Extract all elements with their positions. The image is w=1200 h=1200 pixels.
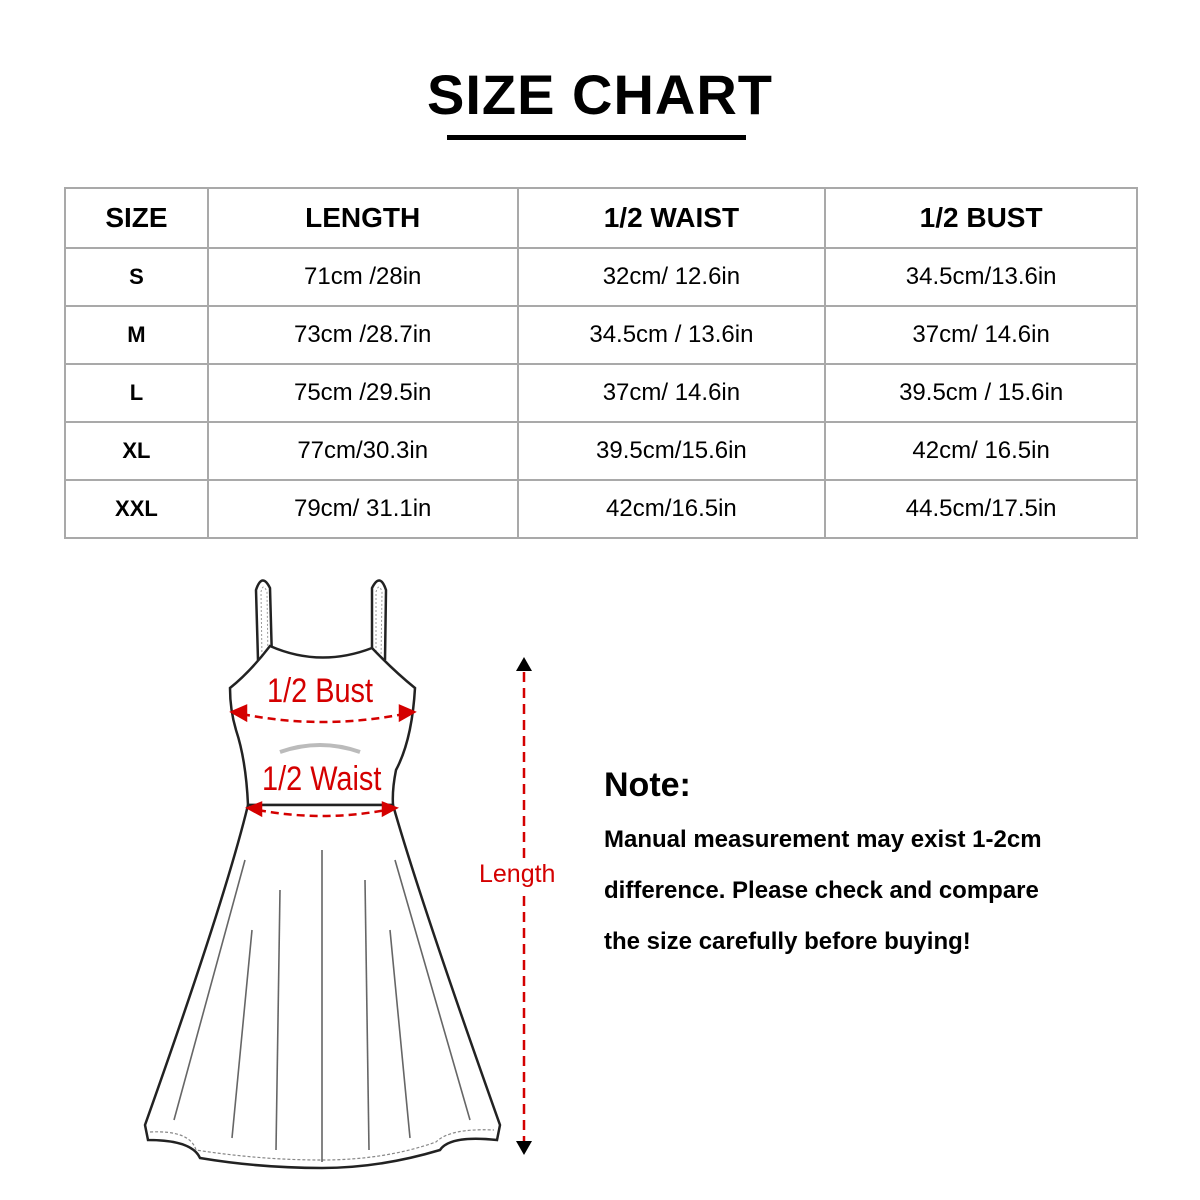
bust-label: 1/2 Bust: [267, 672, 374, 710]
arrow-down-icon: [516, 1141, 532, 1155]
note-title: Note:: [604, 766, 691, 804]
arrow-left-icon: [229, 704, 248, 723]
length-cell: 71cm /28in: [206, 247, 519, 307]
waist-cell: 39.5cm/15.6in: [516, 421, 827, 481]
dress-outline: [143, 579, 502, 1170]
length-cell: 79cm/ 31.1in: [206, 479, 519, 539]
waist-label: 1/2 Waist: [262, 760, 382, 798]
bust-cell: 42cm/ 16.5in: [824, 421, 1138, 481]
size-cell: XXL: [64, 479, 209, 539]
table-header-row: SIZE LENGTH 1/2 WAIST 1/2 BUST: [64, 187, 1138, 249]
size-cell: XL: [64, 421, 209, 481]
note-line: difference. Please check and compare: [604, 877, 1039, 904]
bust-cell: 39.5cm / 15.6in: [824, 363, 1138, 423]
arrow-right-icon: [381, 801, 399, 818]
waist-measure-line: [257, 808, 387, 818]
size-table: SIZE LENGTH 1/2 WAIST 1/2 BUST S 71cm /28…: [64, 187, 1138, 539]
waist-cell: 32cm/ 12.6in: [516, 247, 827, 307]
bust-cell: 44.5cm/17.5in: [824, 479, 1138, 539]
size-cell: L: [64, 363, 209, 423]
length-cell: 75cm /29.5in: [206, 363, 519, 423]
arrow-left-icon: [245, 801, 263, 818]
arrow-right-icon: [398, 704, 417, 723]
table-row: XL 77cm/30.3in 39.5cm/15.6in 42cm/ 16.5in: [64, 421, 1138, 481]
waist-cell: 34.5cm / 13.6in: [516, 305, 827, 365]
size-cell: M: [64, 305, 209, 365]
table-row: L 75cm /29.5in 37cm/ 14.6in 39.5cm / 15.6in: [64, 363, 1138, 423]
arrow-up-icon: [516, 657, 532, 671]
table-row: XXL 79cm/ 31.1in 42cm/16.5in 44.5cm/17.5in: [64, 479, 1138, 539]
length-cell: 77cm/30.3in: [206, 421, 519, 481]
waist-cell: 42cm/16.5in: [516, 479, 827, 539]
header-size: SIZE: [64, 187, 209, 249]
bust-measure-line: [241, 712, 405, 724]
note-line: Manual measurement may exist 1-2cm: [604, 826, 1042, 853]
table-row: S 71cm /28in 32cm/ 12.6in 34.5cm/13.6in: [64, 247, 1138, 307]
measurement-markers: [229, 672, 526, 1142]
table-row: M 73cm /28.7in 34.5cm / 13.6in 37cm/ 14.6in: [64, 305, 1138, 365]
page-title: SIZE CHART: [427, 63, 773, 126]
header-length: LENGTH: [206, 187, 519, 249]
bust-cell: 37cm/ 14.6in: [824, 305, 1138, 365]
length-label: Length: [479, 858, 556, 891]
header-bust: 1/2 BUST: [824, 187, 1138, 249]
bust-cell: 34.5cm/13.6in: [824, 247, 1138, 307]
note-line: the size carefully before buying!: [604, 928, 971, 955]
length-cell: 73cm /28.7in: [206, 305, 519, 365]
header-waist: 1/2 WAIST: [516, 187, 827, 249]
size-cell: S: [64, 247, 209, 307]
title-underline: [447, 135, 746, 140]
waist-cell: 37cm/ 14.6in: [516, 363, 827, 423]
